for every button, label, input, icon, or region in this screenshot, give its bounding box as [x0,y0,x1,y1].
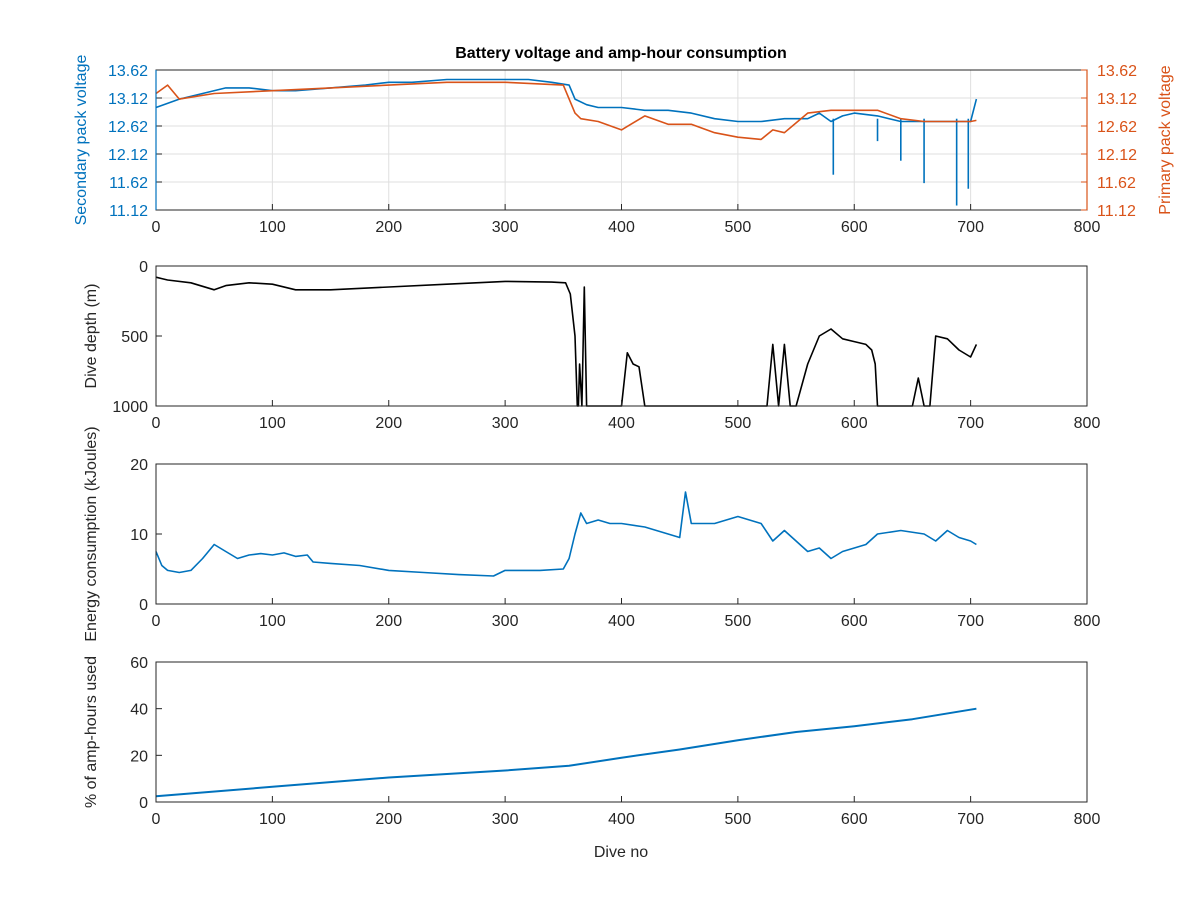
y-axis-label: Dive depth (m) [83,284,100,389]
x-tick-label: 700 [957,415,984,432]
x-tick-label: 200 [375,811,402,828]
x-tick-label: 700 [957,613,984,630]
y-tick-label: 0 [139,795,148,812]
x-tick-label: 100 [259,613,286,630]
x-tick-label: 300 [492,415,519,432]
y-axis-label: % of amp-hours used [83,656,100,808]
plot-area [155,463,1088,605]
y-tick-label: 500 [121,329,148,346]
y-tick-label: 13.12 [108,91,148,108]
x-tick-label: 100 [259,811,286,828]
y-axis-label: Secondary pack voltage [73,55,90,226]
x-tick-label: 500 [725,415,752,432]
x-tick-label: 600 [841,811,868,828]
x-axis-label: Dive no [594,844,648,861]
subplot-3: 0 100 200 300 400 500 600 700 800 0 10 20 Energy con… [83,426,1100,641]
subplot-2: 0 100 200 300 400 500 600 700 800 0 500 1000 Dive de… [83,259,1100,432]
y-axis-label: Energy consumption (kJoules) [83,426,100,641]
x-tick-label: 600 [841,219,868,236]
x-tick-label: 400 [608,415,635,432]
x-tick-label: 300 [492,811,519,828]
y-right-tick-label: 12.12 [1097,147,1137,164]
y-right-axis-label: Primary pack voltage [1157,65,1174,214]
x-tick-label: 200 [375,219,402,236]
x-tick-label: 300 [492,219,519,236]
subplot-1: 0 100 200 300 400 500 600 700 80011.1211.6212.12… [73,55,1174,236]
subplot-4: 0 100 200 300 400 500 600 700 800 0 20 40 60 % of amp… [83,655,1100,828]
x-tick-label: 500 [725,219,752,236]
series-line-primary-pack-voltage [155,81,977,141]
y-right-tick-label: 11.12 [1097,203,1136,220]
y-tick-label: 20 [130,457,148,474]
y-tick-label: 40 [130,702,148,719]
y-right-tick-label: 13.12 [1097,91,1137,108]
x-tick-label: 600 [841,613,868,630]
x-tick-label: 400 [608,613,635,630]
y-tick-label: 0 [139,597,148,614]
x-tick-label: 700 [957,219,984,236]
x-tick-label: 0 [152,613,161,630]
x-tick-label: 100 [259,415,286,432]
y-tick-label: 12.62 [108,119,148,136]
x-tick-label: 800 [1074,415,1101,432]
x-tick-label: 600 [841,415,868,432]
y-tick-label: 11.12 [109,203,148,220]
x-tick-label: 500 [725,811,752,828]
plots-container: 0 100 200 300 400 500 600 700 80011.1211.6212.12… [73,55,1174,828]
y-tick-label: 13.62 [108,63,148,80]
x-tick-label: 300 [492,613,519,630]
x-tick-label: 200 [375,613,402,630]
x-tick-label: 200 [375,415,402,432]
x-tick-label: 800 [1074,219,1101,236]
figure-title: Battery voltage and amp-hour consumption [455,45,787,62]
y-tick-label: 20 [130,748,148,765]
y-tick-label: 11.62 [109,175,148,192]
x-tick-label: 500 [725,613,752,630]
series-line-2-1 [155,276,978,407]
y-tick-label: 12.12 [108,147,148,164]
series-line-3-1 [155,491,977,577]
x-tick-label: 400 [608,219,635,236]
y-tick-label: 60 [130,655,148,672]
plot-area [155,661,1088,803]
x-tick-label: 0 [152,415,161,432]
x-tick-label: 700 [957,811,984,828]
series-line-4-1 [155,707,977,798]
y-right-tick-label: 12.62 [1097,119,1137,136]
x-tick-label: 0 [152,811,161,828]
y-tick-label: 0 [139,259,148,276]
x-tick-label: 800 [1074,613,1101,630]
y-right-tick-label: 11.62 [1097,175,1136,192]
x-tick-label: 0 [152,219,161,236]
y-tick-label: 1000 [112,399,148,416]
y-right-tick-label: 13.62 [1097,63,1137,80]
x-tick-label: 800 [1074,811,1101,828]
y-tick-label: 10 [130,527,148,544]
plot-area [155,265,1088,407]
x-tick-label: 100 [259,219,286,236]
x-tick-label: 400 [608,811,635,828]
